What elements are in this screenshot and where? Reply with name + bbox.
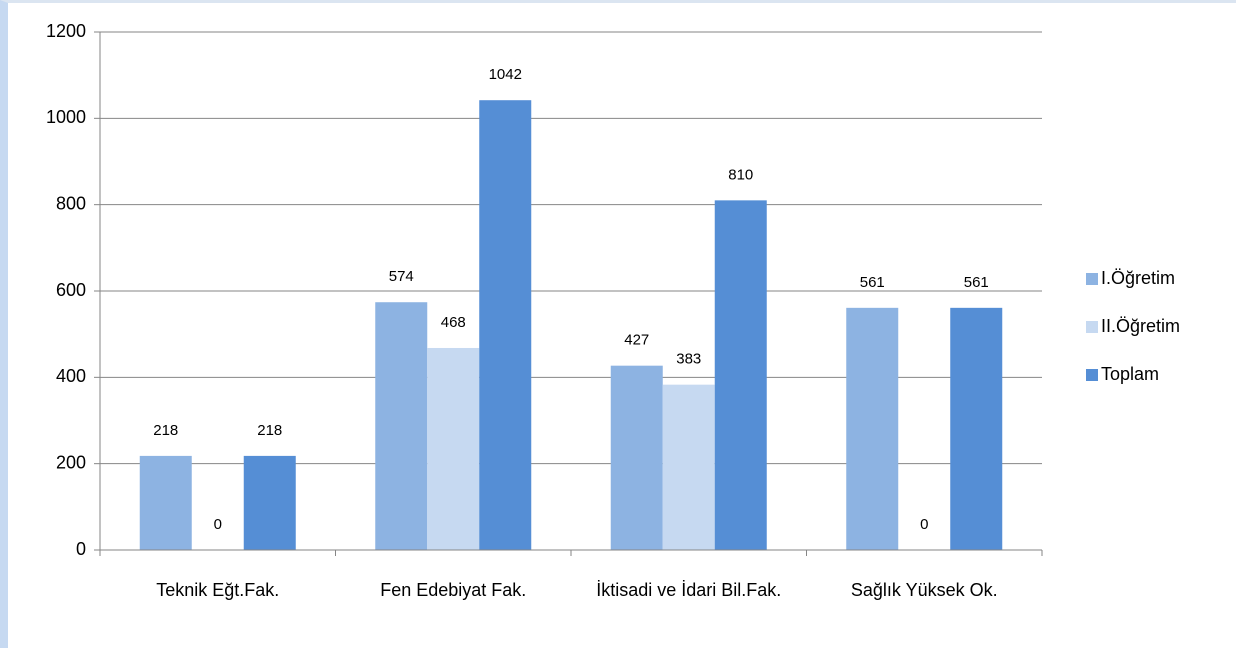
legend-swatch xyxy=(1086,273,1098,285)
y-tick-label: 1000 xyxy=(46,107,86,127)
bar xyxy=(479,100,532,550)
legend-label: I.Öğretim xyxy=(1101,268,1175,288)
bar xyxy=(375,302,428,550)
legend-label: II.Öğretim xyxy=(1101,316,1180,336)
y-tick-label: 0 xyxy=(76,539,86,559)
data-label: 218 xyxy=(257,422,282,439)
y-tick-label: 1200 xyxy=(46,21,86,41)
data-label: 574 xyxy=(389,268,414,285)
bar xyxy=(610,365,663,550)
data-label: 0 xyxy=(920,516,928,533)
x-tick-label: Fen Edebiyat Fak. xyxy=(380,580,527,600)
legend-swatch xyxy=(1086,369,1098,381)
x-tick-label: İktisadi ve İdari Bil.Fak. xyxy=(596,580,782,600)
data-label: 218 xyxy=(153,422,178,439)
y-tick-label: 600 xyxy=(56,280,86,300)
data-label: 810 xyxy=(728,166,753,183)
x-tick-label: Sağlık Yüksek Ok. xyxy=(850,580,998,600)
data-label: 561 xyxy=(964,274,989,291)
data-label: 468 xyxy=(441,314,466,331)
bar xyxy=(427,347,480,550)
y-tick-label: 400 xyxy=(56,366,86,386)
bar xyxy=(139,455,192,550)
x-tick-label: Teknik Eğt.Fak. xyxy=(156,580,280,600)
bar xyxy=(243,455,296,550)
y-tick-label: 200 xyxy=(56,452,86,472)
legend-swatch xyxy=(1086,321,1098,333)
chart: 0 200 400 600 800 1000 1200 218 0 218 574 468 1042 42… xyxy=(46,21,1180,559)
data-label: 561 xyxy=(860,274,885,291)
bar xyxy=(950,307,1003,550)
data-label: 1042 xyxy=(489,66,522,83)
bar xyxy=(662,384,715,550)
bar xyxy=(846,307,899,550)
legend-label: Toplam xyxy=(1101,364,1159,384)
data-label: 427 xyxy=(624,332,649,349)
data-label: 0 xyxy=(214,516,222,533)
y-tick-label: 800 xyxy=(56,193,86,213)
data-label: 383 xyxy=(676,351,701,368)
bar xyxy=(714,200,767,550)
